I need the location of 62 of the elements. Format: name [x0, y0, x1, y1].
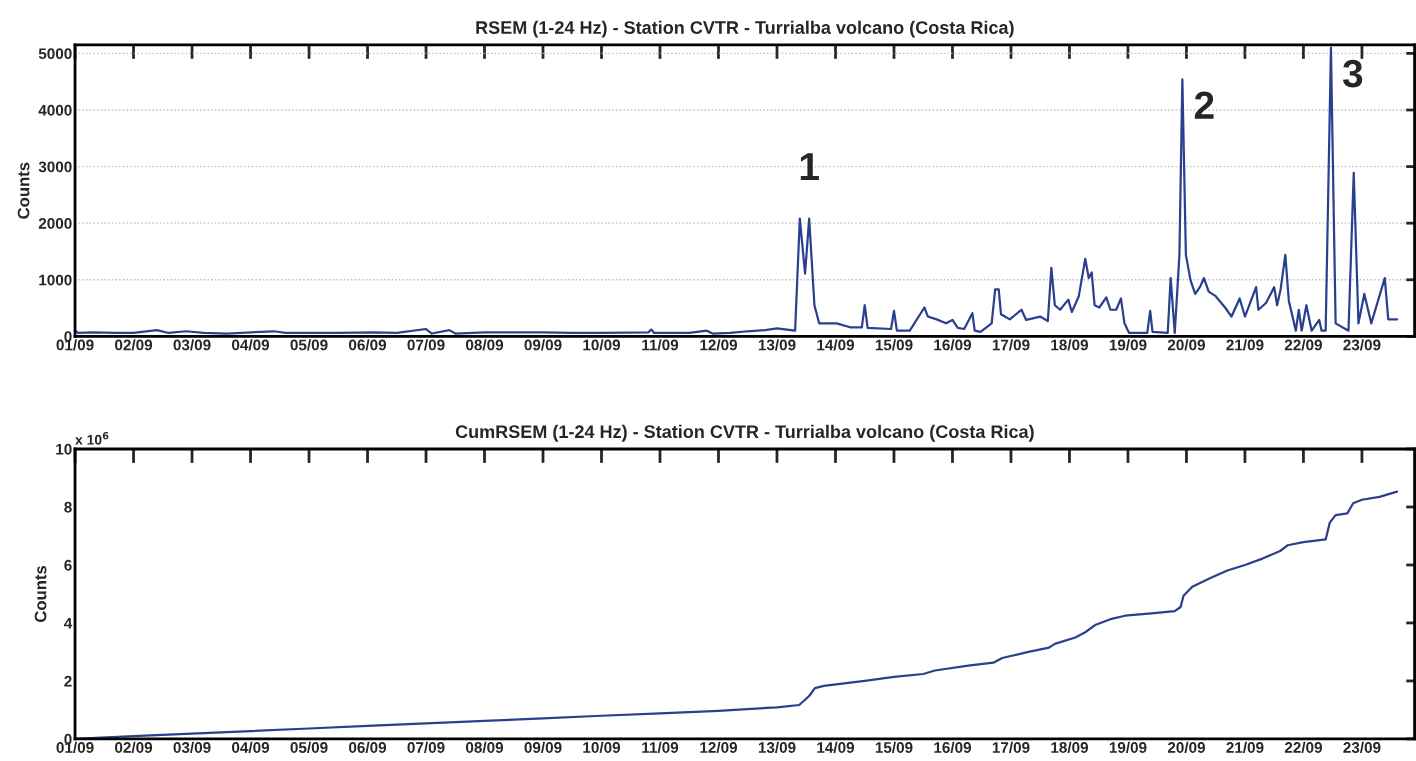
x-tick-label: 21/09	[1226, 339, 1264, 351]
x-tick-label: 14/09	[817, 339, 855, 351]
y-tick-label: 4000	[38, 104, 72, 116]
x-tick-label: 03/09	[173, 339, 211, 351]
x-tick-label: 23/09	[1343, 339, 1381, 351]
x-tick-label: 08/09	[466, 741, 504, 754]
annotation: 3	[1342, 59, 1363, 88]
x-tick-label: 02/09	[115, 339, 153, 351]
x-tick-label: 16/09	[934, 339, 972, 351]
x-tick-label: 18/09	[1051, 339, 1089, 351]
y-tick-label: 2	[64, 675, 72, 687]
x-tick-label: 15/09	[875, 741, 913, 754]
x-tick-label: 22/09	[1284, 339, 1322, 351]
y-tick-label: 10	[56, 443, 72, 455]
y-axis-title: Counts	[34, 565, 47, 622]
x-tick-label: 15/09	[875, 339, 913, 351]
y-axis-title: Counts	[17, 162, 30, 219]
x-tick-label: 14/09	[817, 741, 855, 754]
annotation: 2	[1194, 91, 1214, 119]
y-tick-label: 6	[64, 559, 72, 571]
x-tick-label: 16/09	[934, 741, 972, 754]
annotation: 1	[800, 153, 819, 181]
x-tick-label: 09/09	[524, 741, 562, 754]
y-tick-label: 2000	[38, 218, 72, 229]
x-tick-label: 05/09	[290, 339, 328, 351]
x-tick-label: 17/09	[992, 339, 1030, 351]
x-tick-label: 10/09	[583, 339, 621, 351]
x-tick-label: 13/09	[758, 741, 796, 754]
x-tick-label: 19/09	[1109, 741, 1147, 754]
x-tick-label: 23/09	[1343, 741, 1381, 754]
x-tick-label: 11/09	[642, 339, 679, 351]
x-tick-label: 04/09	[232, 339, 270, 351]
x-tick-label: 05/09	[290, 741, 328, 754]
x-tick-label: 06/09	[349, 339, 387, 351]
text: x 10$^{6}$	[75, 432, 109, 445]
chart-title: CumRSEM (1-24 Hz) - Station CVTR - Turrialba volcano (Costa Rica)	[455, 424, 1034, 442]
x-tick-label: 18/09	[1051, 741, 1089, 754]
x-tick-label: 20/09	[1167, 741, 1205, 754]
x-tick-label: 13/09	[758, 339, 796, 351]
x-tick-label: 07/09	[407, 339, 445, 351]
x-tick-label: 17/09	[992, 741, 1030, 754]
x-tick-label: 12/09	[700, 741, 738, 754]
x-tick-label: 04/09	[232, 741, 270, 754]
x-tick-label: 12/09	[700, 339, 738, 351]
x-tick-label: 02/09	[115, 741, 153, 754]
x-tick-label: 22/09	[1284, 741, 1322, 754]
x-tick-label: 09/09	[524, 339, 562, 351]
x-tick-label: 20/09	[1167, 339, 1205, 351]
y-tick-label: 8	[64, 501, 72, 513]
x-tick-label: 07/09	[407, 741, 445, 754]
y-tick-label: 3000	[38, 161, 72, 173]
x-tick-label: 08/09	[466, 339, 504, 351]
y-tick-label: 1000	[39, 274, 72, 286]
chart-title: RSEM (1-24 Hz) - Station CVTR - Turrialba volcano (Costa Rica)	[476, 20, 1014, 38]
x-tick-label: 10/09	[583, 741, 621, 754]
x-tick-label: 11/09	[642, 741, 679, 754]
x-tick-label: 21/09	[1226, 741, 1264, 754]
x-tick-label: 03/09	[173, 741, 211, 754]
x-tick-label: 19/09	[1109, 339, 1147, 351]
y-tick-label: 5000	[38, 48, 72, 60]
x-tick-label: 06/09	[349, 741, 387, 754]
y-tick-label: 4	[64, 617, 73, 629]
